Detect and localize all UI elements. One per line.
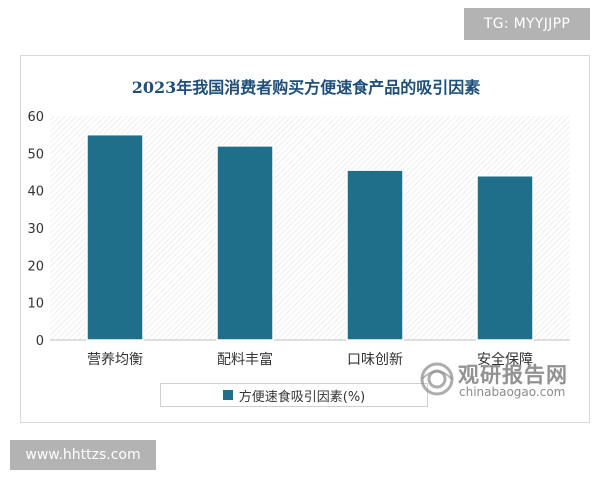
- bar-series: [86, 133, 534, 341]
- y-tick-label: 20: [27, 259, 44, 274]
- y-tick-label: 10: [27, 297, 44, 312]
- watermark-chinese: 观研报告网: [458, 363, 568, 387]
- x-axis: 营养均衡 配料丰富 口味创新 安全保障: [87, 351, 533, 368]
- x-tick-label: 口味创新: [347, 352, 403, 368]
- bottom-watermark-badge: www.hhttzs.com: [10, 440, 156, 470]
- chinabaogao-watermark: 观研报告网 chinabaogao.com: [418, 356, 588, 406]
- y-tick-label: 60: [27, 110, 44, 125]
- chart-title: 2023年我国消费者购买方便速食产品的吸引因素: [131, 78, 481, 97]
- bar: [216, 145, 274, 341]
- bar: [346, 169, 404, 341]
- watermark-english: chinabaogao.com: [459, 385, 566, 399]
- legend: 方便速食吸引因素(%): [160, 383, 428, 407]
- legend-label: 方便速食吸引因素(%): [238, 389, 366, 405]
- chinabaogao-logo-icon: [420, 362, 454, 396]
- y-tick-label: 50: [27, 147, 44, 162]
- y-tick-label: 0: [36, 334, 44, 349]
- x-tick-label: 安全保障: [477, 351, 533, 368]
- bar: [86, 133, 144, 341]
- y-tick-label: 30: [27, 222, 44, 237]
- x-tick-label: 营养均衡: [87, 352, 143, 368]
- bar: [476, 174, 534, 341]
- top-watermark-badge: TG: MYYJJPP: [464, 8, 590, 40]
- y-tick-label: 40: [27, 185, 44, 200]
- x-tick-label: 配料丰富: [217, 351, 273, 368]
- legend-swatch: [222, 390, 233, 400]
